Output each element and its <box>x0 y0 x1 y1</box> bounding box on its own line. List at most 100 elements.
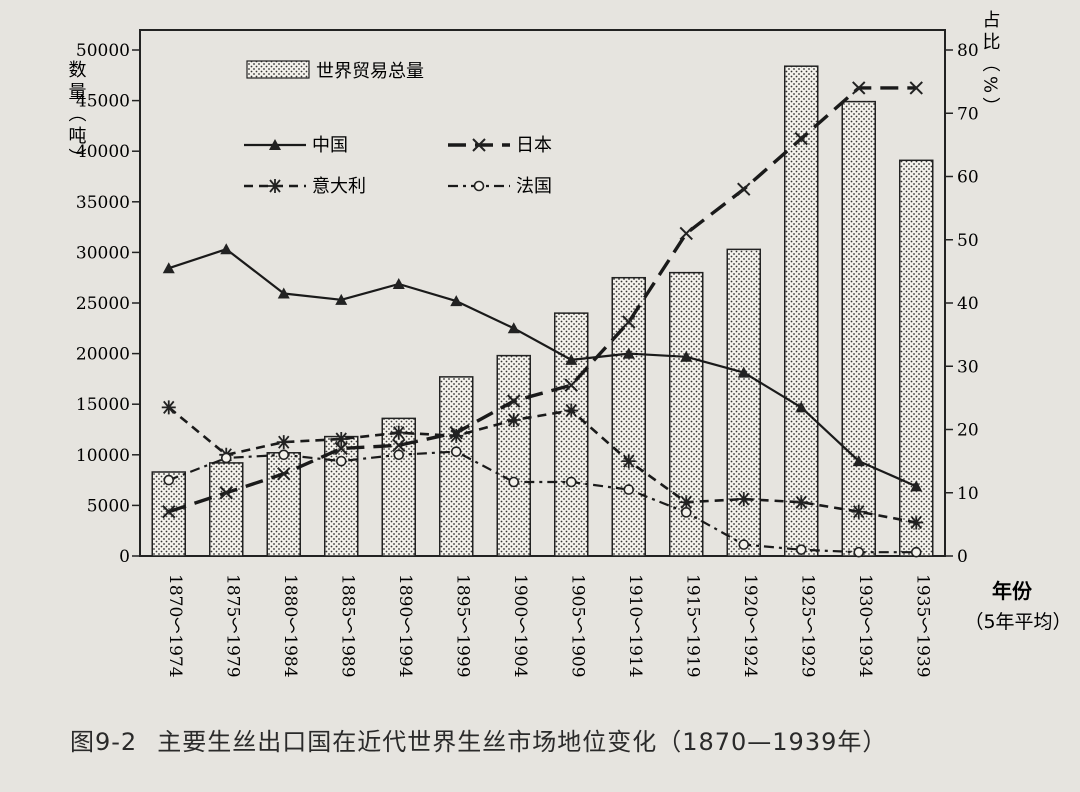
x-tick-label: 1880～1984 <box>280 574 300 678</box>
x-tick-label: 1870～1974 <box>165 574 185 678</box>
series-point-意大利 <box>851 504 866 519</box>
series-point-日本 <box>852 81 866 95</box>
series-point-日本 <box>219 486 233 500</box>
series-point-意大利 <box>449 428 464 443</box>
series-point-意大利 <box>391 425 406 440</box>
legend-label-法国: 法国 <box>516 176 552 197</box>
series-point-中国 <box>335 293 348 305</box>
series-point-日本 <box>622 315 636 329</box>
left-tick-label: 20000 <box>76 345 130 365</box>
bar-1875～1979 <box>209 462 244 557</box>
series-point-法国 <box>738 539 750 550</box>
right-axis-label: 占比（%） <box>980 10 1001 119</box>
left-tick-label: 35000 <box>76 193 130 213</box>
series-point-意大利 <box>506 413 521 428</box>
series-point-意大利 <box>621 454 636 469</box>
bar-1885～1989 <box>324 435 359 557</box>
x-tick-label: 1885～1989 <box>337 574 357 678</box>
series-point-法国 <box>393 449 405 461</box>
series-line-中国 <box>168 248 917 488</box>
series-point-日本 <box>392 438 406 453</box>
right-tick-label: 40 <box>957 294 979 314</box>
series-point-法国 <box>335 455 347 467</box>
series-point-中国 <box>565 353 578 365</box>
bar-1910～1914 <box>611 276 646 557</box>
bar-1920～1924 <box>726 248 761 557</box>
x-tick-label: 1920～1924 <box>740 574 760 678</box>
series-point-中国 <box>852 455 865 467</box>
bar-1895～1999 <box>439 376 474 557</box>
series-point-意大利 <box>276 435 291 450</box>
series-point-日本 <box>277 467 291 481</box>
bar-1880～1984 <box>266 452 301 557</box>
x-axis-label: 年份 <box>992 579 1033 603</box>
x-tick-label: 1935～1939 <box>912 574 932 678</box>
series-point-法国 <box>220 452 232 464</box>
bar-1935～1939 <box>899 159 934 557</box>
x-tick-label: 1900～1904 <box>510 574 530 678</box>
x-tick-label: 1910～1914 <box>625 574 645 678</box>
right-tick-label: 10 <box>957 484 979 504</box>
legend-label-意大利: 意大利 <box>312 176 366 197</box>
series-point-中国 <box>795 401 808 413</box>
left-tick-label: 50000 <box>76 41 130 61</box>
series-point-日本 <box>564 378 578 392</box>
series-point-法国 <box>508 476 520 488</box>
series-line-日本 <box>168 86 917 514</box>
series-point-法国 <box>163 474 175 486</box>
series-point-日本 <box>909 81 923 95</box>
bar-1905～1909 <box>554 312 589 557</box>
series-point-法国 <box>853 546 865 558</box>
legend-swatch-bars <box>246 60 310 79</box>
series-point-意大利 <box>794 495 809 510</box>
lines-group <box>161 81 924 558</box>
axes-group: 0 5000 10000 15000 20000 25000 30000 35000 40000… <box>66 10 1072 678</box>
bar-1925～1929 <box>784 65 819 557</box>
series-point-法国 <box>623 484 635 495</box>
series-point-法国 <box>450 446 462 457</box>
series-point-中国 <box>277 287 290 299</box>
series-point-日本 <box>794 131 808 146</box>
series-point-意大利 <box>736 492 751 507</box>
series-point-法国 <box>278 449 290 461</box>
left-tick-label: 45000 <box>76 92 130 112</box>
left-tick-label: 5000 <box>87 496 130 516</box>
legend-label-bars: 世界贸易总量 <box>316 61 424 82</box>
series-point-日本 <box>507 394 521 408</box>
x-tick-label: 1930～1934 <box>855 574 875 678</box>
left-tick-label: 10000 <box>76 446 130 466</box>
x-tick-label: 1905～1909 <box>567 574 587 678</box>
series-point-中国 <box>450 295 463 307</box>
right-tick-label: 20 <box>957 421 979 441</box>
legend-label-日本: 日本 <box>516 135 552 156</box>
bar-1870～1974 <box>151 471 186 557</box>
x-axis-sublabel: （5年平均） <box>964 611 1071 633</box>
legend-marker-意大利 <box>268 179 282 193</box>
series-point-日本 <box>162 505 176 519</box>
series-point-意大利 <box>909 515 924 530</box>
figure-number: 图9-2 <box>70 728 138 756</box>
series-point-中国 <box>507 322 520 334</box>
series-point-中国 <box>220 243 233 255</box>
series-point-日本 <box>679 226 693 241</box>
legend-marker-法国 <box>473 180 485 192</box>
x-tick-label: 1895～1999 <box>452 574 472 678</box>
series-point-法国 <box>565 476 577 488</box>
series-point-法国 <box>910 546 922 558</box>
series-point-中国 <box>622 347 635 359</box>
series-point-法国 <box>680 507 692 518</box>
series-point-中国 <box>392 278 405 290</box>
left-tick-label: 30000 <box>76 243 130 263</box>
right-tick-label: 70 <box>957 104 979 124</box>
x-tick-label: 1925～1929 <box>797 574 817 678</box>
x-tick-label: 1890～1994 <box>395 574 415 678</box>
left-tick-label: 40000 <box>76 142 130 162</box>
series-point-意大利 <box>161 400 176 415</box>
series-point-中国 <box>162 262 175 274</box>
figure-caption: 图9-2 主要生丝出口国在近代世界生丝市场地位变化（1870—1939年） <box>70 722 887 757</box>
x-tick-label: 1915～1919 <box>682 574 702 678</box>
right-tick-label: 0 <box>957 547 968 567</box>
legend-label-中国: 中国 <box>312 135 348 156</box>
